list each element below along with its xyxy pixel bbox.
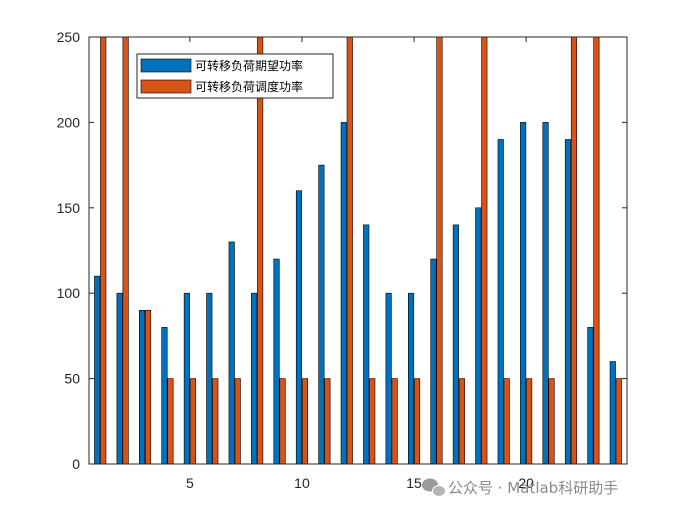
bar-expected-22 [564,139,572,465]
bar-expected-11 [318,164,325,465]
legend-label-expected: 可转移负荷期望功率 [195,58,303,73]
legend-swatch-expected [140,58,192,73]
bar-scheduled-5 [189,378,196,465]
bar-expected-7 [228,241,235,465]
bar-scheduled-19 [503,378,510,465]
bar-expected-6 [206,292,213,465]
bar-expected-23 [587,327,594,465]
bar-scheduled-16 [436,36,443,465]
bar-scheduled-6 [212,378,219,465]
bar-scheduled-13 [369,378,376,465]
bar-expected-1 [94,275,101,465]
bar-scheduled-24 [615,378,622,465]
bar-scheduled-23 [593,36,600,465]
bar-scheduled-9 [279,378,286,465]
bar-expected-15 [407,292,415,465]
bar-expected-9 [273,258,280,465]
bar-scheduled-3 [144,309,152,465]
bar-series [94,36,622,465]
legend-label-scheduled: 可转移负荷调度功率 [195,79,303,94]
plot-frame [88,36,628,465]
bar-expected-3 [138,309,146,465]
bar-expected-18 [475,207,482,465]
x-axis-ticks: 5 10 15 20 [186,37,534,491]
bar-expected-16 [430,258,437,465]
bar-scheduled-2 [122,36,129,465]
x-tick-label: 10 [294,475,310,491]
bar-expected-10 [295,190,303,465]
bar-scheduled-1 [100,36,107,465]
bar-scheduled-20 [526,378,533,465]
bar-expected-8 [251,292,258,465]
bar-expected-21 [542,122,549,465]
bar-scheduled-14 [391,378,398,465]
bar-expected-4 [161,327,168,465]
y-tick-label: 200 [57,114,81,130]
x-tick-label: 5 [186,475,194,491]
bar-scheduled-17 [458,378,465,465]
bar-scheduled-22 [570,36,578,465]
bar-scheduled-21 [548,378,555,465]
x-tick-label: 15 [406,475,422,491]
watermark-text: 公众号 · Matlab科研助手 [448,479,618,497]
bar-expected-19 [497,139,504,465]
bar-expected-5 [183,292,190,465]
y-tick-label: 50 [64,371,80,387]
y-tick-label: 100 [57,285,81,301]
bar-scheduled-11 [324,378,331,465]
legend: 可转移负荷期望功率 可转移负荷调度功率 [136,53,334,99]
bar-expected-14 [385,292,392,465]
bar-expected-24 [609,361,616,465]
bar-expected-13 [363,224,370,465]
bar-scheduled-7 [234,378,241,465]
y-tick-label: 0 [72,456,80,472]
x-tick-label: 20 [518,475,534,491]
legend-swatch-scheduled [140,79,192,94]
bar-scheduled-8 [257,36,264,465]
y-tick-label: 250 [57,29,81,45]
bar-scheduled-18 [481,36,488,465]
y-tick-label: 150 [57,200,81,216]
wechat-icon [422,478,446,497]
bar-expected-12 [340,122,347,465]
watermark: 公众号 · Matlab科研助手 [422,478,618,497]
bar-scheduled-4 [167,378,174,465]
bar-scheduled-12 [346,36,353,465]
y-axis-ticks: 0 50 100 150 200 250 [57,29,627,472]
bar-scheduled-15 [413,378,421,465]
bar-expected-17 [452,224,459,465]
bar-expected-2 [116,292,123,465]
bar-scheduled-10 [301,378,309,465]
bar-expected-20 [520,122,527,465]
